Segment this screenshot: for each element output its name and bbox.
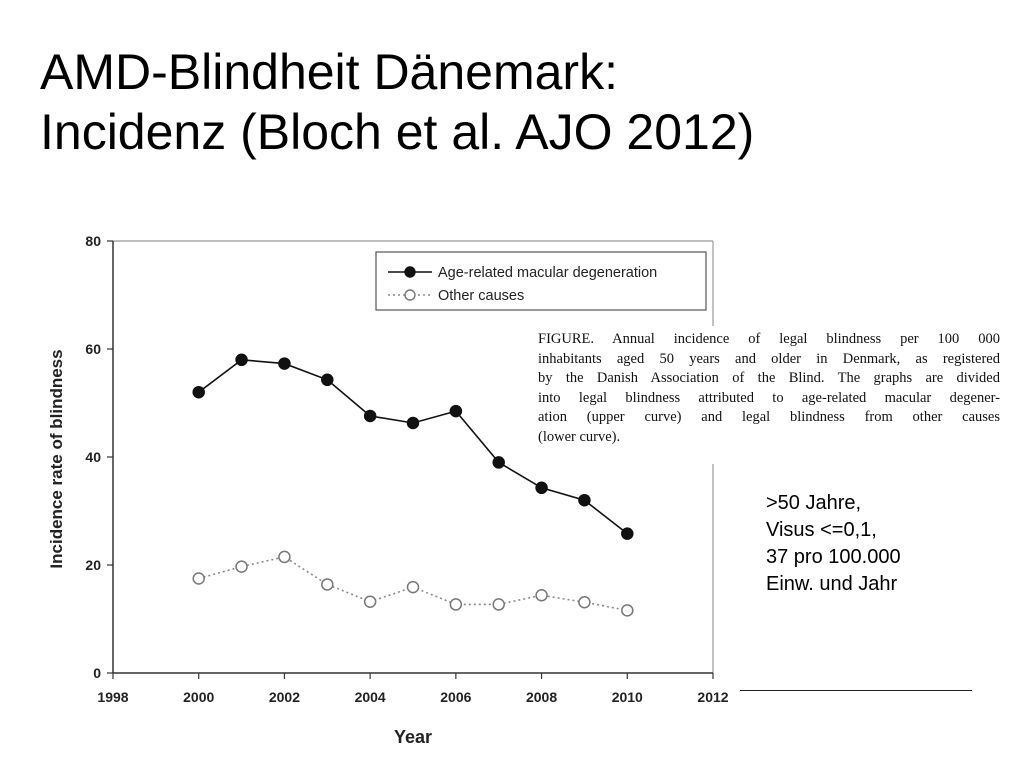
legend-box <box>375 251 707 311</box>
data-point-amd <box>492 456 505 469</box>
data-point-other-causes <box>578 596 591 609</box>
slide-title-line-1: AMD-Blindheit Dänemark: <box>40 44 618 100</box>
data-point-amd <box>235 353 248 367</box>
data-point-amd <box>192 385 205 399</box>
data-point-other-causes <box>449 598 463 611</box>
caption-line: (lower curve). <box>538 428 621 445</box>
x-axis-label: Year <box>394 727 432 747</box>
note-line: Einw. und Jahr <box>766 573 898 595</box>
x-tick-label: 2000 <box>183 689 214 705</box>
legend-label: Age-related macular degeneration <box>438 265 657 281</box>
x-tick-label: 2008 <box>526 689 557 705</box>
data-series <box>192 353 634 617</box>
figure-caption: FIGURE. Annual incidence of legal blindn… <box>532 326 1006 464</box>
data-point-other-causes <box>535 588 548 602</box>
slide-title: AMD-Blindheit Dänemark: Incidenz (Bloch … <box>40 42 980 162</box>
data-point-other-causes <box>621 604 634 617</box>
data-point-amd <box>363 409 377 423</box>
x-tick-label: 2004 <box>355 689 386 705</box>
data-point-amd <box>449 404 463 418</box>
note-line: >50 Jahre, <box>766 492 862 514</box>
data-point-other-causes <box>492 598 505 611</box>
caption-line: into legal blindness attributed to age-r… <box>538 389 1000 406</box>
data-point-other-causes <box>321 578 334 591</box>
legend-label: Other causes <box>438 288 524 304</box>
caption-line: ation (upper curve) and legal blindness … <box>538 409 1000 425</box>
data-point-other-causes <box>363 595 377 608</box>
y-tick-label: 80 <box>85 233 101 249</box>
data-point-other-causes <box>192 572 205 585</box>
note-line: 37 pro 100.000 <box>766 546 901 568</box>
y-tick-label: 0 <box>93 665 101 681</box>
note-line: Visus <=0,1, <box>766 519 877 541</box>
data-point-amd <box>321 373 334 387</box>
data-point-amd <box>278 357 291 370</box>
y-tick-label: 60 <box>85 341 101 357</box>
data-point-amd <box>578 493 591 507</box>
y-axis-label: Incidence rate of blindness <box>47 349 66 568</box>
caption-line: inhabitants aged 50 years and older in D… <box>538 350 1000 367</box>
x-tick-label: 1998 <box>97 689 128 705</box>
x-tick-label: 2006 <box>440 689 471 705</box>
data-point-amd <box>621 527 634 540</box>
data-point-other-causes <box>235 560 248 573</box>
legend-swatch-marker <box>404 266 416 278</box>
data-point-amd <box>406 416 420 430</box>
axis-ticks: 0 20 40 60 80 1998 2000 2002 2004 2006 2008 2010 201… <box>85 233 728 705</box>
criteria-note: >50 Jahre, Visus <=0,1, 37 pro 100.000 E… <box>766 490 901 598</box>
data-point-other-causes <box>406 580 420 594</box>
caption-line: FIGURE. Annual incidence of legal blindn… <box>538 331 1000 347</box>
y-tick-label: 40 <box>85 449 101 465</box>
x-tick-label: 2012 <box>697 689 728 705</box>
legend: Age-related macular degeneration Other ca… <box>375 251 707 311</box>
y-tick-label: 20 <box>85 557 101 573</box>
data-point-other-causes <box>278 550 291 564</box>
note-divider <box>740 690 972 691</box>
data-point-amd <box>535 481 548 495</box>
axis-labels: Incidence rate of blindness Year <box>47 349 432 747</box>
caption-line: by the Danish Association of the Blind. … <box>538 370 1000 386</box>
legend-swatch-marker <box>404 289 416 301</box>
x-tick-label: 2010 <box>612 689 643 705</box>
slide-title-line-2: Incidenz (Bloch et al. AJO 2012) <box>40 104 755 160</box>
x-tick-label: 2002 <box>269 689 300 705</box>
